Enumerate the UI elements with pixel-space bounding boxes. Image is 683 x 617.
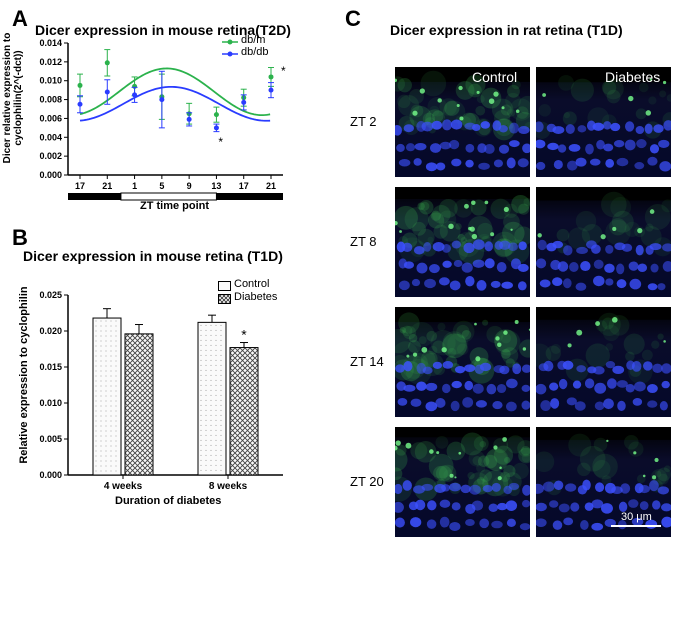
svg-text:17: 17 <box>239 181 249 191</box>
panel-c-row-label: ZT 8 <box>350 234 377 249</box>
micrograph <box>536 187 671 297</box>
svg-text:0.006: 0.006 <box>39 113 62 123</box>
micrograph <box>395 307 530 417</box>
svg-text:17: 17 <box>75 181 85 191</box>
svg-text:0.000: 0.000 <box>39 170 62 180</box>
svg-text:9: 9 <box>187 181 192 191</box>
legend-a-dbm-marker <box>222 38 238 46</box>
panel-c-title: Dicer expression in rat retina (T1D) <box>390 22 623 38</box>
panel-c-row-label: ZT 14 <box>350 354 384 369</box>
svg-text:*: * <box>281 64 286 78</box>
svg-text:21: 21 <box>102 181 112 191</box>
svg-text:0.004: 0.004 <box>39 132 62 142</box>
svg-text:4 weeks: 4 weeks <box>104 481 143 492</box>
legend-a-dbdb-marker <box>222 50 238 58</box>
svg-text:0.012: 0.012 <box>39 57 62 67</box>
svg-text:0.020: 0.020 <box>39 326 62 336</box>
panel-c-col-header: Control <box>472 69 517 85</box>
svg-text:0.000: 0.000 <box>39 470 62 480</box>
svg-text:0.002: 0.002 <box>39 151 62 161</box>
panel-a-chart: 0.000 0.002 0.004 0.006 0.008 0.010 0.012 0.014… <box>0 20 320 220</box>
legend-b-control-label: Control <box>234 278 269 290</box>
panel-c-label: C <box>345 6 361 32</box>
legend-a-dbdb-label: db/db <box>241 46 269 58</box>
scale-bar-label: 30 μm <box>621 511 652 523</box>
svg-text:0.015: 0.015 <box>39 362 62 372</box>
panel-c-row-label: ZT 20 <box>350 474 384 489</box>
svg-text:21: 21 <box>266 181 276 191</box>
micrograph <box>395 187 530 297</box>
svg-text:0.010: 0.010 <box>39 76 62 86</box>
svg-text:0.008: 0.008 <box>39 95 62 105</box>
svg-text:*: * <box>218 135 223 149</box>
legend-b-control-swatch <box>218 281 231 291</box>
legend-b-diabetes-label: Diabetes <box>234 291 277 303</box>
micrograph <box>536 307 671 417</box>
legend-a-dbm-label: db/m <box>241 34 265 46</box>
svg-text:0.005: 0.005 <box>39 434 62 444</box>
panel-a-xlabel: ZT time point <box>140 200 209 212</box>
panel-b-title: Dicer expression in mouse retina (T1D) <box>23 248 283 264</box>
micrograph <box>395 427 530 537</box>
svg-text:5: 5 <box>159 181 164 191</box>
svg-text:*: * <box>241 327 247 343</box>
svg-text:0.025: 0.025 <box>39 290 62 300</box>
svg-text:13: 13 <box>211 181 221 191</box>
svg-text:8 weeks: 8 weeks <box>209 481 248 492</box>
panel-c-row-label: ZT 2 <box>350 114 377 129</box>
svg-text:0.010: 0.010 <box>39 398 62 408</box>
svg-text:0.014: 0.014 <box>39 38 62 48</box>
panel-b-xlabel: Duration of diabetes <box>115 495 221 507</box>
svg-text:1: 1 <box>132 181 137 191</box>
legend-b-diabetes-swatch <box>218 294 231 304</box>
scale-bar <box>611 525 661 527</box>
panel-c-col-header: Diabetes <box>605 69 660 85</box>
